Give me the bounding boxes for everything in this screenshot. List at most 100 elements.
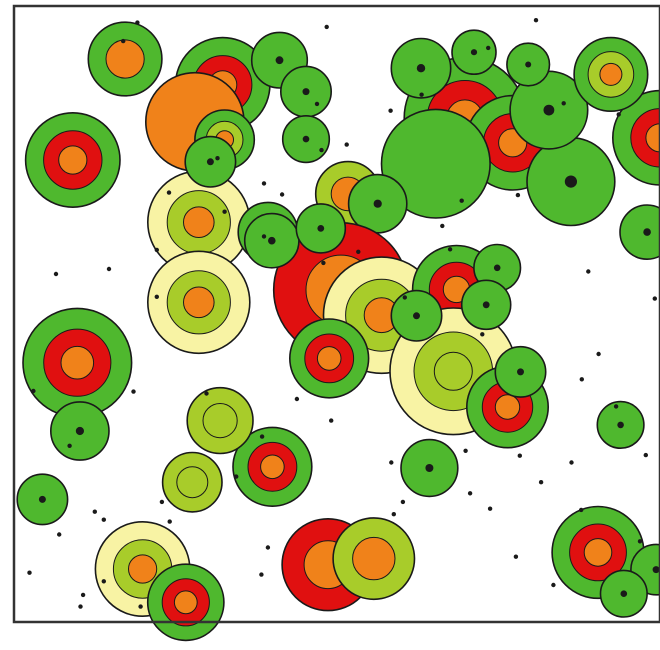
bubble-52 [599,569,648,618]
small-dot-55 [27,570,32,575]
small-dot-26 [329,418,334,423]
bubble-29 [146,563,225,642]
bubble-9 [380,108,491,219]
bubble-44-ring-dot [482,301,490,309]
bubble-15 [147,170,251,274]
small-dot-24 [294,396,300,402]
small-dot-23 [204,391,209,396]
bubble-17 [147,250,251,355]
small-dot-52 [259,572,264,577]
bubble-33-ring-dot [416,63,426,73]
bubble-49-ring-dot [517,368,524,376]
bubble-1 [87,21,163,97]
small-dot-30 [569,460,574,465]
small-dot-3 [324,24,329,30]
bubble-14-ring-dot [373,199,382,208]
small-dot-43 [101,517,107,522]
small-dot-64 [106,266,112,272]
small-dot-42 [57,532,62,537]
bubble-41 [295,203,347,254]
bubble-21 [22,307,133,418]
bubble-37 [184,135,237,188]
small-dot-1 [135,20,140,25]
small-dot-4 [533,18,539,23]
bubble-1-ring-orange [105,39,145,79]
small-dot-16 [586,269,591,274]
small-dot-31 [643,452,648,458]
small-dot-32 [67,443,72,448]
small-dot-20 [579,377,584,382]
bubble-36 [281,115,331,164]
small-dot-13 [53,271,59,277]
small-dot-49 [80,592,86,598]
bubble-44 [460,279,512,331]
bubble-marks [16,18,660,642]
bubble-29-ring-orange [173,590,198,615]
small-dot-5 [486,45,491,51]
bubble-48-ring-dot [425,464,434,472]
small-dot-66 [279,192,285,197]
small-dot-21 [31,388,36,394]
small-dot-58 [261,181,267,186]
bubble-45-ring-dot [413,312,420,320]
small-dot-2 [121,38,126,44]
bubble-23-ring-yellow_green [433,351,473,391]
small-dot-12 [154,247,159,253]
bubble-9-ring-green [380,108,491,219]
bubble-24-ring-orange [494,394,521,420]
small-dot-17 [652,296,657,301]
bubble-25-ring-orange [260,454,285,480]
small-dot-41 [579,507,584,513]
small-dot-40 [538,480,544,485]
bubble-31 [332,517,416,601]
small-dot-7 [314,101,320,107]
small-dot-65 [388,108,393,113]
bubble-12 [573,36,649,113]
bubble-35 [279,65,332,118]
small-dot-15 [402,295,407,300]
small-dot-62 [515,192,521,198]
small-dot-37 [400,499,406,505]
small-dot-22 [131,389,136,394]
plot-frame [12,4,660,624]
bubble-46 [50,401,110,461]
bubble-25 [232,426,313,507]
bubble-14 [347,173,408,234]
small-dot-9 [215,156,220,161]
bubble-22-ring-orange [316,346,342,371]
bubble-42-ring-dot [493,264,501,272]
bubble-37-ring-dot [206,158,214,166]
bubble-34-ring-dot [275,56,284,65]
bubble-43-ring-dot [643,228,651,236]
small-dot-39 [487,506,493,511]
small-dot-38 [467,491,473,496]
bubble-49 [494,345,547,398]
bubble-8-ring-orange [645,123,660,153]
bubble-43 [619,204,660,260]
small-dot-29 [517,453,522,458]
small-dot-69 [321,260,326,266]
small-dot-11 [440,223,445,229]
small-dot-33 [259,434,265,439]
small-dot-48 [637,539,643,544]
bubble-12-ring-orange [599,62,623,86]
bubble-15-ring-orange [183,206,215,238]
small-dot-10 [166,190,172,195]
small-dot-36 [234,474,239,479]
small-dot-57 [222,209,227,214]
bubble-50 [596,400,645,450]
small-dot-14 [154,294,159,299]
bubble-39-ring-dot [470,49,478,56]
bubble-43-ring-green [619,204,660,260]
bubble-5-ring-orange [58,145,88,175]
small-dot-27 [389,460,394,465]
bubble-10-ring-dot [564,175,578,188]
bubble-47 [16,473,69,526]
small-dot-19 [596,351,601,357]
bubble-31-ring-orange [352,536,396,581]
bubble-38-ring-dot [525,61,532,68]
bubble-40-ring-dot [268,236,276,245]
small-dot-6 [616,112,621,117]
small-dot-35 [159,499,165,505]
